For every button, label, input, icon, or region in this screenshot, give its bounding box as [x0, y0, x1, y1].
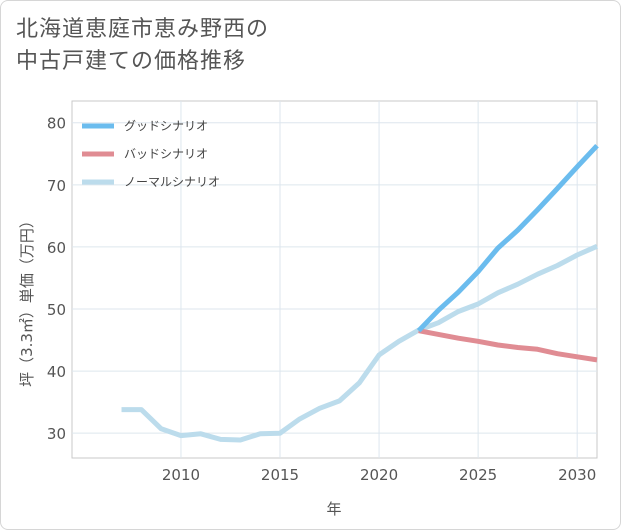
chart-title: 北海道恵庭市恵み野西の 中古戸建ての価格推移	[16, 14, 416, 78]
x-tick-labels: 2010 2015 2020 2025 2030	[162, 466, 596, 484]
y-tick-labels: 30 40 50 60 70 80	[47, 115, 66, 443]
grid-lines	[72, 101, 597, 458]
y-tick-label: 30	[47, 425, 66, 443]
legend-good: グッドシナリオ	[82, 119, 208, 133]
good-scenario-line	[416, 143, 599, 333]
series-lines	[121, 143, 599, 443]
x-axis-label: 年	[326, 500, 341, 518]
x-tick-label: 2025	[459, 466, 497, 484]
y-tick-label: 60	[47, 239, 66, 257]
legend-label: バッドシナリオ	[124, 147, 208, 161]
y-tick-label: 80	[47, 115, 66, 133]
x-tick-label: 2010	[162, 466, 200, 484]
chart-title-line-2: 中古戸建ての価格推移	[16, 49, 247, 74]
legend-label: グッドシナリオ	[124, 119, 208, 133]
y-tick-label: 50	[47, 301, 66, 319]
legend-bad: バッドシナリオ	[82, 147, 208, 161]
y-axis-label: 坪（3.3㎡）単価（万円）	[18, 213, 36, 387]
bad-scenario-line	[418, 328, 598, 363]
chart-title-line-1: 北海道恵庭市恵み野西の	[16, 17, 270, 42]
x-tick-label: 2030	[558, 466, 596, 484]
legend-normal: ノーマルシナリオ	[82, 175, 220, 189]
y-tick-label: 70	[47, 177, 66, 195]
x-tick-label: 2015	[261, 466, 299, 484]
normal-scenario-line	[121, 244, 599, 443]
x-tick-label: 2020	[360, 466, 398, 484]
plot-area	[71, 100, 598, 459]
y-tick-label: 40	[47, 363, 66, 381]
legend-label: ノーマルシナリオ	[124, 175, 220, 189]
